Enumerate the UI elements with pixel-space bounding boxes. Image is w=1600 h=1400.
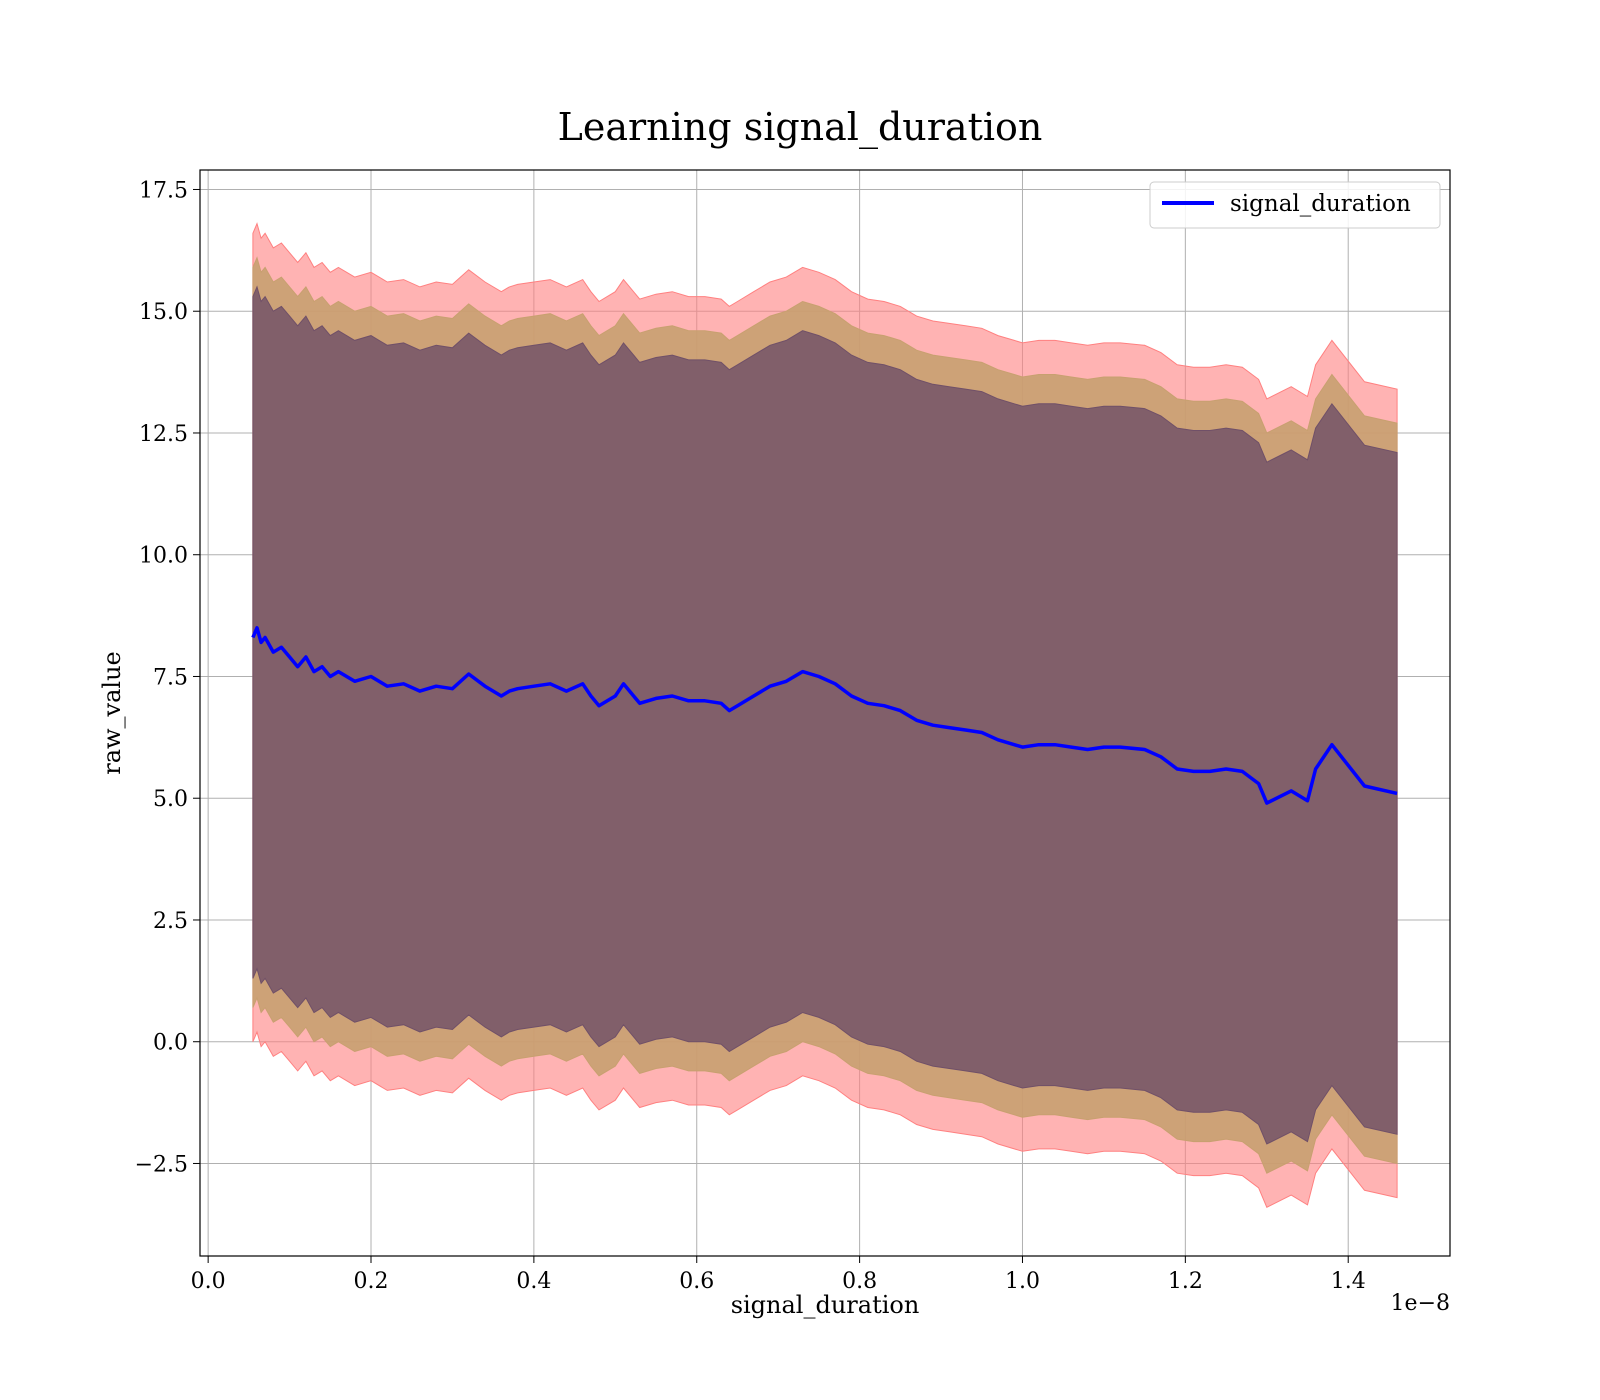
uncertainty-bands <box>252 222 1398 1208</box>
y-tick-label: 17.5 <box>139 178 188 203</box>
x-tick-label: 1.2 <box>1168 1269 1203 1294</box>
y-tick-label: 0.0 <box>153 1031 188 1056</box>
series-lines <box>251 626 1398 805</box>
x-tick-label: 1.0 <box>1005 1269 1040 1294</box>
y-tick-label: 12.5 <box>139 422 188 447</box>
x-axis-label: signal_duration <box>731 1291 920 1319</box>
x-axis-offset-text: 1e−8 <box>1391 1291 1450 1316</box>
x-tick-label: 0.8 <box>842 1269 877 1294</box>
y-tick-label: 7.5 <box>153 665 188 690</box>
x-tick-label: 0.0 <box>191 1269 226 1294</box>
plot-frame <box>199 169 1451 1257</box>
legend-label: signal_duration <box>1230 191 1411 217</box>
x-axis-ticks: 0.0 0.2 0.4 0.6 0.8 1.0 1.2 1.4 <box>191 1256 1366 1294</box>
x-tick-label: 0.6 <box>679 1269 714 1294</box>
y-tick-label: 2.5 <box>153 909 188 934</box>
series-line-signal-duration <box>251 626 1398 805</box>
chart-title: Learning signal_duration <box>558 105 1043 150</box>
y-axis-ticks: −2.5 0.0 2.5 5.0 7.5 10.0 12.5 15.0 17.5 <box>135 178 200 1177</box>
x-tick-label: 0.2 <box>354 1269 389 1294</box>
y-axis-label: raw_value <box>98 651 126 775</box>
y-tick-label: 15.0 <box>139 300 188 325</box>
x-tick-label: 0.4 <box>516 1269 551 1294</box>
x-tick-label: 1.4 <box>1331 1269 1366 1294</box>
band-inner <box>252 285 1398 1145</box>
y-tick-label: 5.0 <box>153 787 188 812</box>
legend-box <box>1149 181 1441 229</box>
legend: signal_duration <box>1149 181 1441 229</box>
y-tick-label: −2.5 <box>135 1152 188 1177</box>
y-tick-label: 10.0 <box>139 544 188 569</box>
